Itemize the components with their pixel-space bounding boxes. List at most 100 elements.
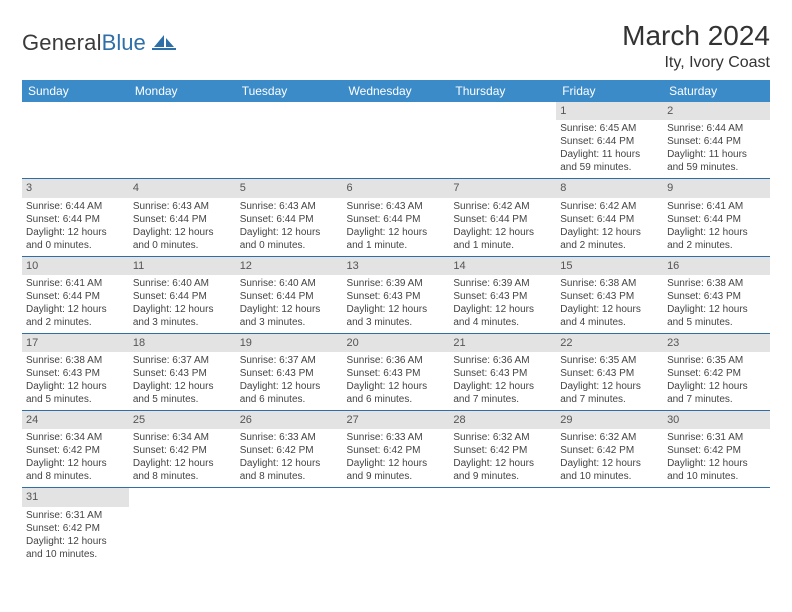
daylight-line2: and 59 minutes. — [560, 161, 659, 174]
daylight-line1: Daylight: 12 hours — [240, 226, 339, 239]
daylight-line1: Daylight: 12 hours — [133, 226, 232, 239]
calendar-day-cell — [449, 488, 556, 565]
day-number: 14 — [449, 257, 556, 275]
daylight-line2: and 2 minutes. — [667, 239, 766, 252]
calendar-header-row: SundayMondayTuesdayWednesdayThursdayFrid… — [22, 80, 770, 102]
day-number: 23 — [663, 334, 770, 352]
day-number: 18 — [129, 334, 236, 352]
location: Ity, Ivory Coast — [622, 54, 770, 72]
day-detail: Sunrise: 6:36 AMSunset: 6:43 PMDaylight:… — [343, 352, 450, 410]
sunrise-text: Sunrise: 6:39 AM — [453, 277, 552, 290]
day-detail: Sunrise: 6:38 AMSunset: 6:43 PMDaylight:… — [22, 352, 129, 410]
calendar-day-cell: 31Sunrise: 6:31 AMSunset: 6:42 PMDayligh… — [22, 488, 129, 565]
title-block: March 2024 Ity, Ivory Coast — [622, 20, 770, 72]
day-number: 21 — [449, 334, 556, 352]
daylight-line2: and 3 minutes. — [240, 316, 339, 329]
daylight-line2: and 9 minutes. — [453, 470, 552, 483]
day-number: 5 — [236, 179, 343, 197]
calendar-day-cell: 8Sunrise: 6:42 AMSunset: 6:44 PMDaylight… — [556, 179, 663, 256]
calendar-day-cell: 23Sunrise: 6:35 AMSunset: 6:42 PMDayligh… — [663, 333, 770, 410]
sunset-text: Sunset: 6:42 PM — [26, 522, 125, 535]
daylight-line1: Daylight: 12 hours — [667, 226, 766, 239]
sunset-text: Sunset: 6:44 PM — [453, 213, 552, 226]
day-number: 7 — [449, 179, 556, 197]
daylight-line1: Daylight: 12 hours — [240, 380, 339, 393]
sunset-text: Sunset: 6:43 PM — [240, 367, 339, 380]
sunset-text: Sunset: 6:43 PM — [453, 290, 552, 303]
daylight-line1: Daylight: 12 hours — [667, 457, 766, 470]
daylight-line2: and 0 minutes. — [133, 239, 232, 252]
day-number: 31 — [22, 488, 129, 506]
sunset-text: Sunset: 6:44 PM — [240, 213, 339, 226]
daylight-line2: and 5 minutes. — [667, 316, 766, 329]
sunrise-text: Sunrise: 6:42 AM — [453, 200, 552, 213]
sunrise-text: Sunrise: 6:36 AM — [347, 354, 446, 367]
calendar-week-row: 17Sunrise: 6:38 AMSunset: 6:43 PMDayligh… — [22, 333, 770, 410]
sunset-text: Sunset: 6:43 PM — [560, 290, 659, 303]
weekday-header: Thursday — [449, 80, 556, 102]
sunset-text: Sunset: 6:42 PM — [133, 444, 232, 457]
sunset-text: Sunset: 6:44 PM — [240, 290, 339, 303]
weekday-header: Monday — [129, 80, 236, 102]
daylight-line1: Daylight: 12 hours — [347, 380, 446, 393]
calendar-day-cell: 7Sunrise: 6:42 AMSunset: 6:44 PMDaylight… — [449, 179, 556, 256]
calendar-day-cell — [129, 102, 236, 179]
daylight-line1: Daylight: 12 hours — [667, 380, 766, 393]
day-detail: Sunrise: 6:35 AMSunset: 6:42 PMDaylight:… — [663, 352, 770, 410]
daylight-line1: Daylight: 12 hours — [26, 380, 125, 393]
sunrise-text: Sunrise: 6:43 AM — [347, 200, 446, 213]
sunrise-text: Sunrise: 6:35 AM — [667, 354, 766, 367]
day-detail: Sunrise: 6:38 AMSunset: 6:43 PMDaylight:… — [556, 275, 663, 333]
daylight-line2: and 3 minutes. — [347, 316, 446, 329]
daylight-line1: Daylight: 12 hours — [453, 303, 552, 316]
calendar-day-cell: 14 Sunrise: 6:39 AMSunset: 6:43 PMDayligh… — [449, 256, 556, 333]
sunrise-text: Sunrise: 6:38 AM — [560, 277, 659, 290]
day-detail: Sunrise: 6:41 AMSunset: 6:44 PMDaylight:… — [22, 275, 129, 333]
day-number: 11 — [129, 257, 236, 275]
daylight-line2: and 8 minutes. — [133, 470, 232, 483]
calendar-day-cell — [343, 102, 450, 179]
sunset-text: Sunset: 6:42 PM — [560, 444, 659, 457]
sunset-text: Sunset: 6:44 PM — [347, 213, 446, 226]
calendar-day-cell: 10Sunrise: 6:41 AMSunset: 6:44 PMDayligh… — [22, 256, 129, 333]
day-detail: Sunrise: 6:44 AMSunset: 6:44 PMDaylight:… — [22, 198, 129, 256]
day-number: 22 — [556, 334, 663, 352]
daylight-line1: Daylight: 12 hours — [26, 457, 125, 470]
sunset-text: Sunset: 6:44 PM — [667, 135, 766, 148]
day-number: 15 — [556, 257, 663, 275]
daylight-line2: and 5 minutes. — [26, 393, 125, 406]
sunset-text: Sunset: 6:43 PM — [347, 290, 446, 303]
calendar-day-cell: 3Sunrise: 6:44 AMSunset: 6:44 PMDaylight… — [22, 179, 129, 256]
weekday-header: Sunday — [22, 80, 129, 102]
sunrise-text: Sunrise: 6:43 AM — [133, 200, 232, 213]
sunset-text: Sunset: 6:43 PM — [26, 367, 125, 380]
day-number: 8 — [556, 179, 663, 197]
calendar-day-cell: 16Sunrise: 6:38 AMSunset: 6:43 PMDayligh… — [663, 256, 770, 333]
sunset-text: Sunset: 6:43 PM — [667, 290, 766, 303]
sunset-text: Sunset: 6:44 PM — [667, 213, 766, 226]
daylight-line1: Daylight: 12 hours — [560, 380, 659, 393]
day-number: 28 — [449, 411, 556, 429]
day-number: 1 — [556, 102, 663, 120]
day-detail: Sunrise: 6:40 AMSunset: 6:44 PMDaylight:… — [236, 275, 343, 333]
daylight-line2: and 9 minutes. — [347, 470, 446, 483]
sunrise-text: Sunrise: 6:40 AM — [240, 277, 339, 290]
sunset-text: Sunset: 6:44 PM — [560, 135, 659, 148]
calendar-day-cell: 24Sunrise: 6:34 AMSunset: 6:42 PMDayligh… — [22, 411, 129, 488]
daylight-line1: Daylight: 12 hours — [560, 457, 659, 470]
calendar-week-row: 10Sunrise: 6:41 AMSunset: 6:44 PMDayligh… — [22, 256, 770, 333]
daylight-line2: and 1 minute. — [347, 239, 446, 252]
calendar-day-cell: 18Sunrise: 6:37 AMSunset: 6:43 PMDayligh… — [129, 333, 236, 410]
calendar-day-cell — [236, 102, 343, 179]
sunset-text: Sunset: 6:44 PM — [560, 213, 659, 226]
day-detail: Sunrise: 6:32 AMSunset: 6:42 PMDaylight:… — [556, 429, 663, 487]
sunrise-text: Sunrise: 6:40 AM — [133, 277, 232, 290]
sunset-text: Sunset: 6:42 PM — [453, 444, 552, 457]
daylight-line2: and 59 minutes. — [667, 161, 766, 174]
daylight-line1: Daylight: 12 hours — [26, 535, 125, 548]
day-number: 26 — [236, 411, 343, 429]
daylight-line1: Daylight: 12 hours — [240, 303, 339, 316]
calendar-day-cell: 27Sunrise: 6:33 AMSunset: 6:42 PMDayligh… — [343, 411, 450, 488]
day-detail: Sunrise: 6:39 AMSunset: 6:43 PMDaylight:… — [343, 275, 450, 333]
calendar-day-cell: 28Sunrise: 6:32 AMSunset: 6:42 PMDayligh… — [449, 411, 556, 488]
